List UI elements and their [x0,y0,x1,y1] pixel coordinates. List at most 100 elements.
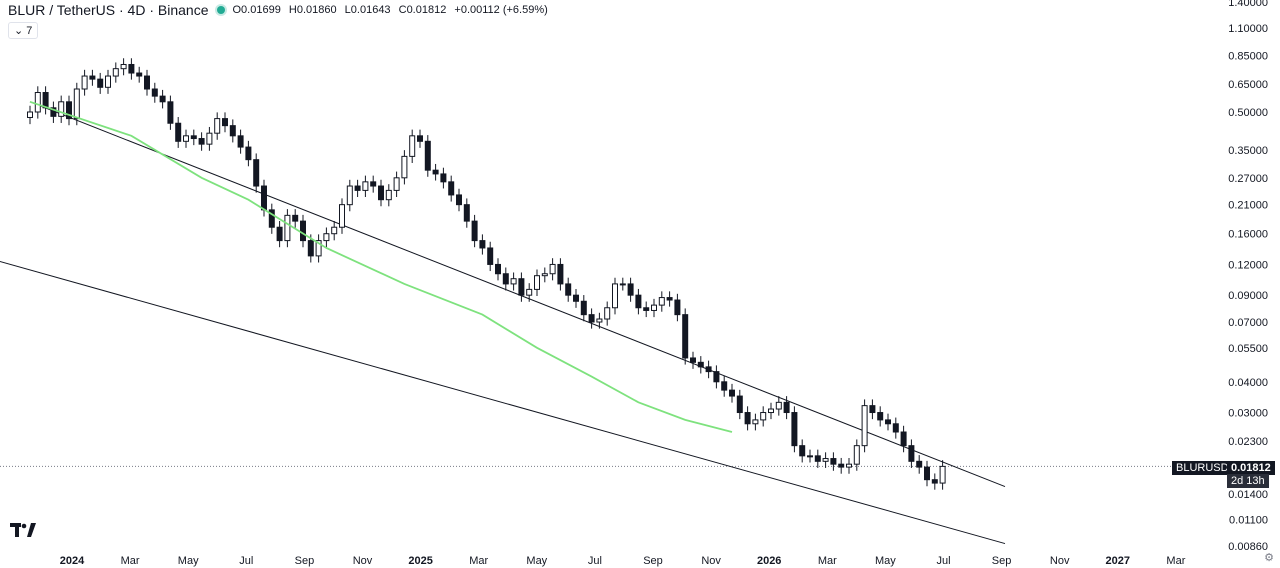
candle-body [783,401,790,414]
candle-body [908,445,915,462]
y-tick-label: 0.50000 [1228,107,1268,119]
y-tick-label: 0.12000 [1228,259,1268,271]
candle-body [885,419,891,425]
candle-body [760,412,767,421]
candle-body [697,361,704,368]
x-tick-label: Sep [643,555,663,567]
symbol-title[interactable]: BLUR / TetherUS · 4D · Binance [8,2,209,18]
candle-body [73,88,80,120]
candle-body [596,318,603,323]
candle-body [752,419,759,425]
candle-body [495,263,501,275]
x-tick-label: 2024 [60,555,85,567]
x-tick-label: Nov [353,555,373,567]
candle-body [619,283,626,286]
last-price-label: 0.01812 [1227,461,1275,475]
candle-body [370,181,377,187]
candle-body [378,185,384,201]
change-value: +0.00112 (+6.59%) [454,4,548,16]
x-tick-label: May [875,555,896,567]
candle-body [315,240,322,257]
candle-body [861,405,868,447]
candle-body [807,455,813,458]
candle-body [120,63,127,70]
candle-body [198,138,205,145]
tradingview-logo-icon[interactable] [10,523,36,542]
candle-body [768,408,774,414]
candle-body [588,314,595,323]
candle-body [424,140,431,171]
candle-body [853,445,860,465]
y-tick-label: 0.03000 [1228,408,1268,420]
y-tick-label: 0.16000 [1228,229,1268,241]
x-tick-label: Nov [1050,555,1070,567]
gear-icon[interactable]: ⚙ [1264,552,1274,564]
candle-body [487,247,494,265]
candle-body [635,294,642,309]
x-tick-label: 2027 [1106,555,1130,567]
market-status-icon [216,6,225,14]
candle-body [190,135,197,140]
candle-body [612,283,618,309]
candle-body [50,107,57,117]
candle-body [417,135,423,142]
candle-body [682,314,689,359]
candle-body [292,214,299,222]
ohlc-readout: O0.01699 H0.01860 L0.01643 C0.01812 +0.0… [233,4,553,16]
candle-body [510,278,517,285]
candle-body [66,101,72,120]
candle-body [456,194,462,206]
y-tick-label: 1.10000 [1228,23,1268,35]
candle-body [268,209,275,228]
x-tick-label: Jul [588,555,602,567]
candle-body [339,204,345,228]
candle-body [580,300,587,316]
candle-body [838,463,845,468]
y-tick-label: 0.01400 [1228,489,1268,501]
candle-body [346,185,353,206]
x-tick-label: Sep [992,555,1012,567]
x-tick-label: 2025 [408,555,432,567]
candle-body [128,63,135,74]
candle-body [167,101,174,124]
candle-body [690,357,696,363]
candle-body [253,159,260,187]
moving-average-line [29,100,733,433]
candle-body [534,275,540,290]
candle-body [284,214,291,242]
candle-body [565,283,572,296]
candle-body [744,412,751,425]
candle-body [502,273,509,285]
candle-body [331,226,338,235]
candle-body [105,75,111,88]
candle-body [549,263,556,275]
candle-body [229,125,236,137]
y-tick-label: 0.04000 [1228,377,1268,389]
x-tick-label: Mar [818,555,837,567]
candle-body [736,395,743,414]
candle-body [573,294,579,302]
candle-body [892,423,899,433]
x-tick-label: Sep [295,555,315,567]
candle-body [541,273,548,277]
candle-body [385,189,392,201]
candle-body [814,455,821,462]
x-tick-label: Mar [121,555,140,567]
close-value: C0.01812 [398,4,447,16]
candle-body [666,297,673,301]
candle-body [432,169,439,175]
y-tick-label: 0.09000 [1228,290,1268,302]
chart-header: BLUR / TetherUS · 4D · Binance O0.01699 … [8,2,553,18]
candle-body [409,135,416,157]
candle-body [643,307,650,311]
candle-body [900,431,907,447]
candle-body [658,297,665,306]
y-tick-label: 0.01100 [1229,515,1268,527]
indicators-toggle-button[interactable]: ⌄ 7 [8,22,39,39]
y-tick-label: 0.07000 [1228,317,1268,329]
candle-body [729,389,735,397]
high-value: H0.01860 [288,4,337,16]
x-tick-label: Jul [936,555,950,567]
candle-body [276,226,283,242]
